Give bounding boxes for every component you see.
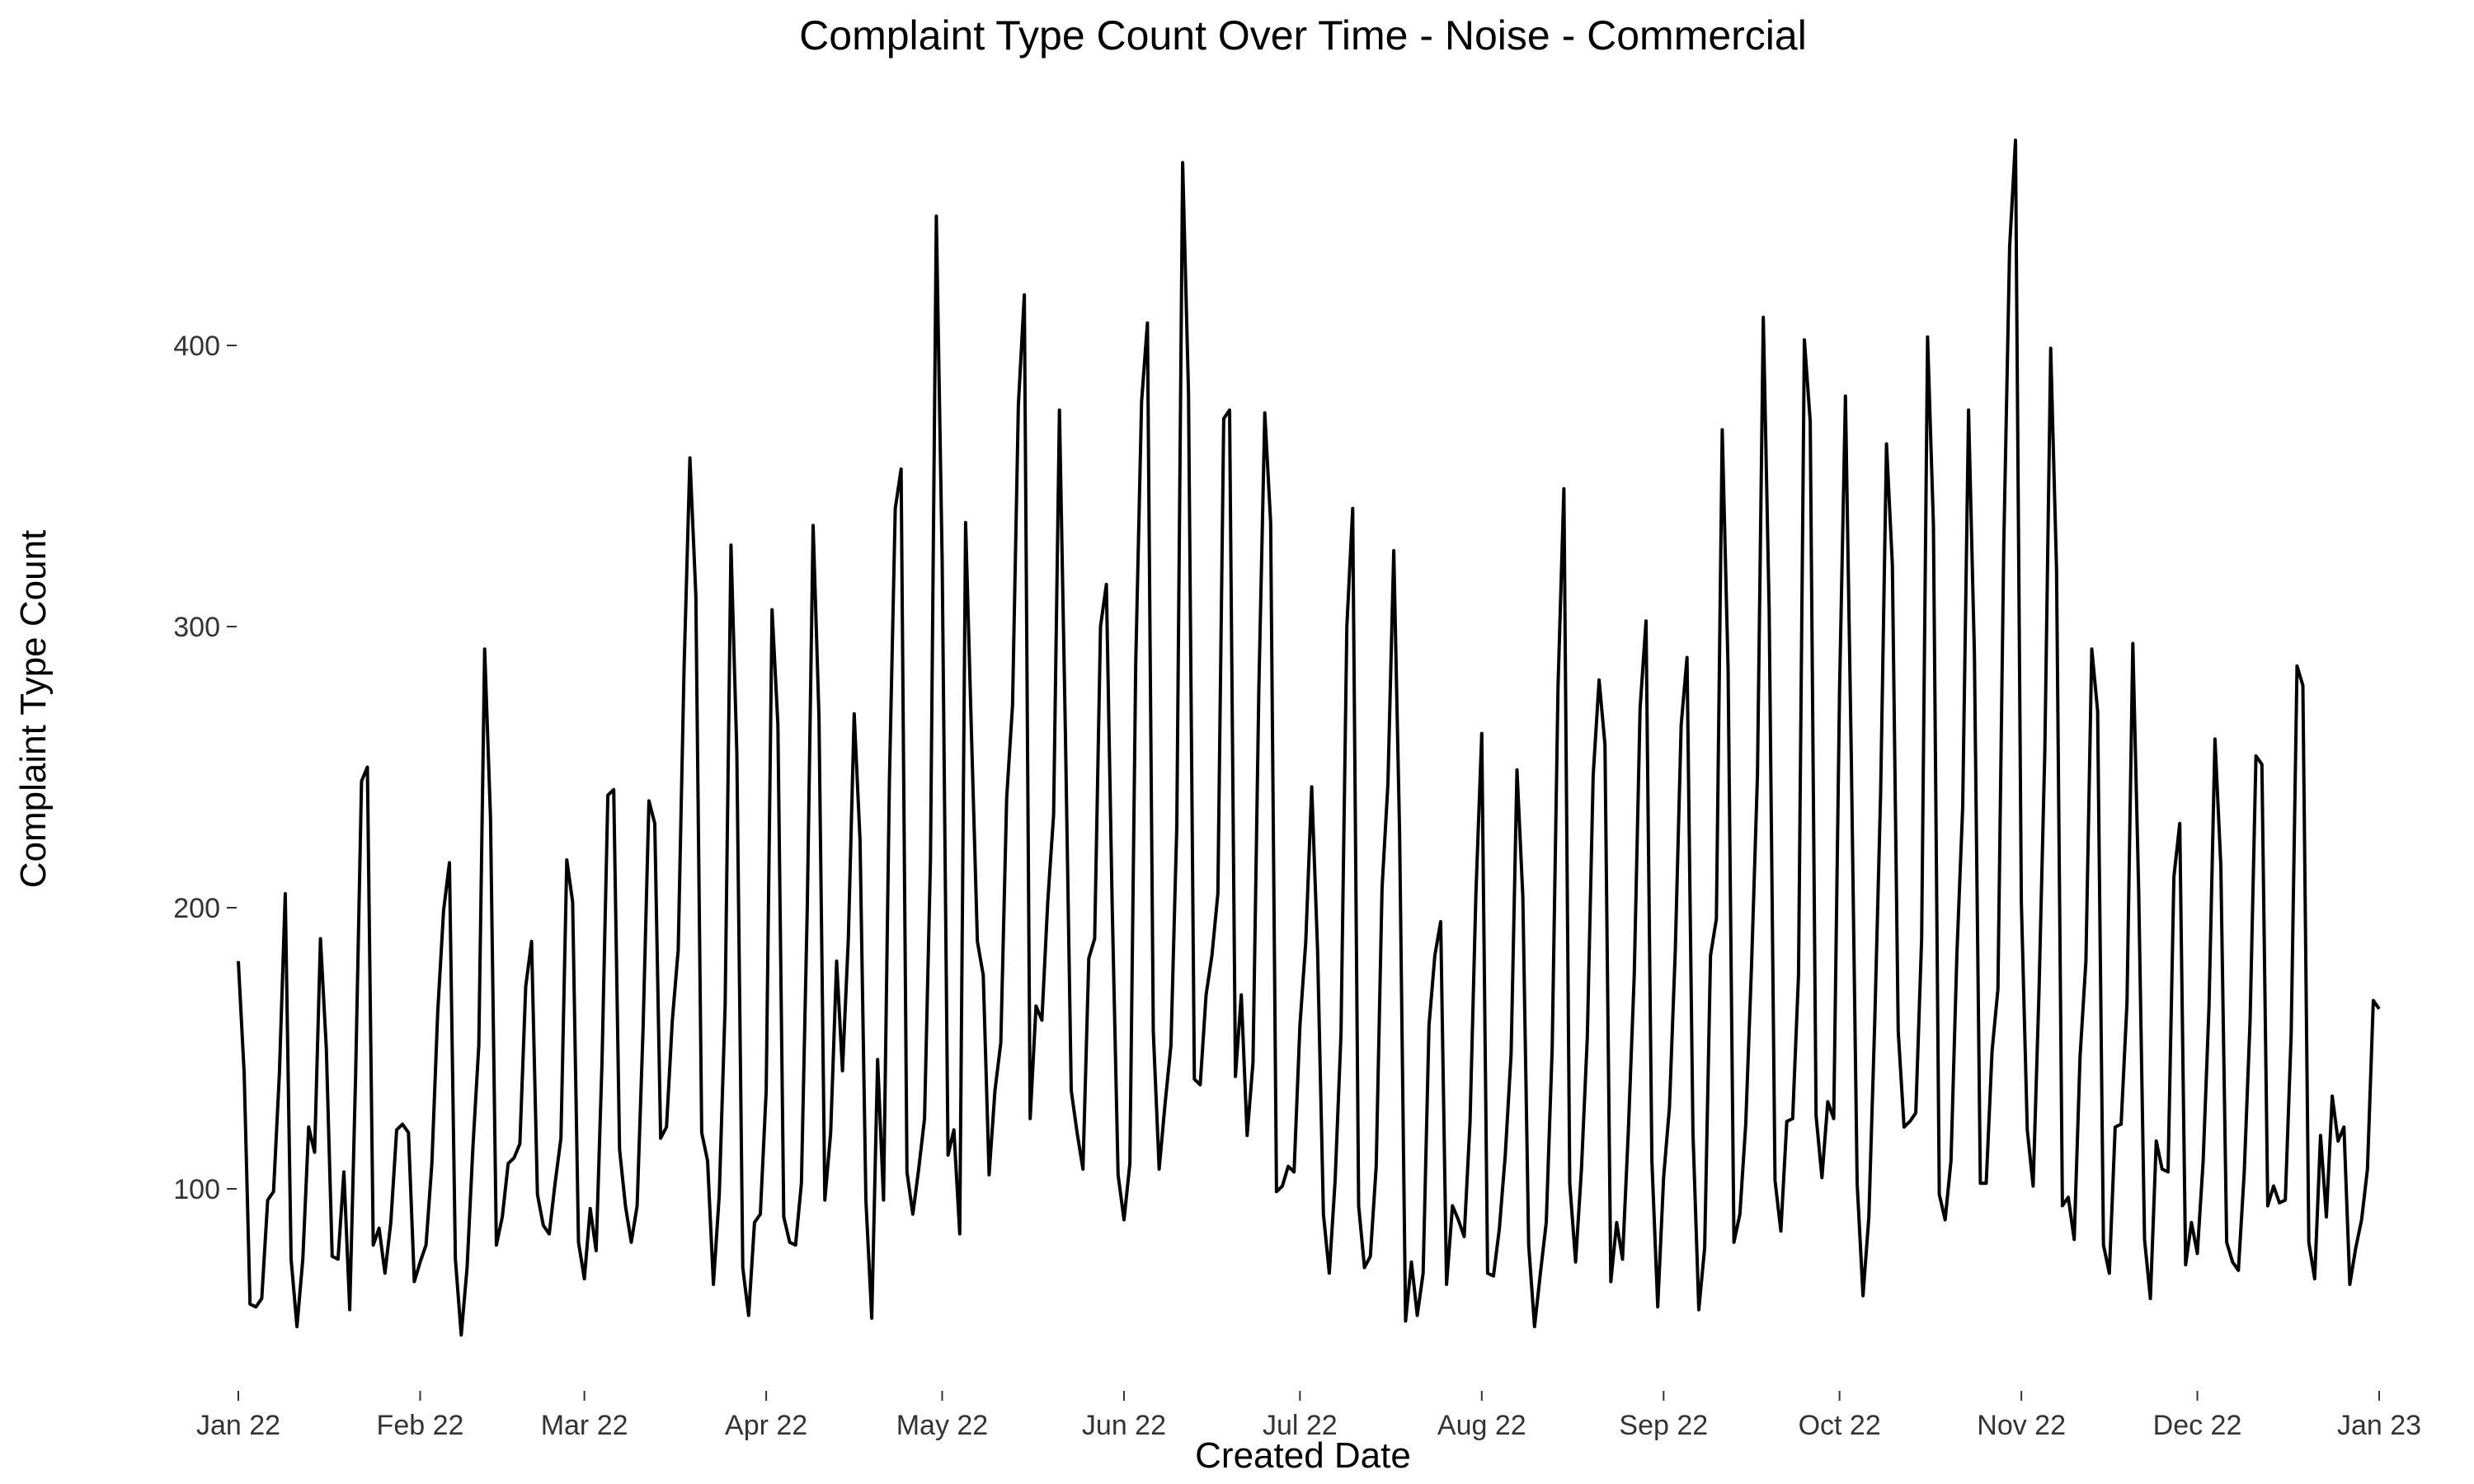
x-tick-label: Jun 22	[1082, 1410, 1166, 1441]
y-tick-label: 400	[173, 331, 220, 362]
x-tick-label: Feb 22	[377, 1410, 464, 1441]
y-tick-label: 300	[173, 612, 220, 643]
chart-title: Complaint Type Count Over Time - Noise -…	[799, 12, 1807, 59]
y-axis: 100 200 300 400	[173, 331, 237, 1205]
x-tick-label: Apr 22	[725, 1410, 807, 1441]
x-tick-label: Sep 22	[1619, 1410, 1708, 1441]
x-tick-label: Mar 22	[541, 1410, 628, 1441]
x-axis-label: Created Date	[1195, 1435, 1411, 1476]
x-axis: Jan 22 Feb 22 Mar 22 Apr 22 May 22 Jun 22 Jul …	[196, 1391, 2421, 1441]
y-tick-label: 100	[173, 1174, 220, 1205]
y-tick-label: 200	[173, 893, 220, 924]
x-tick-label: May 22	[896, 1410, 989, 1441]
x-tick-label: Jan 22	[196, 1410, 280, 1441]
x-tick-label: Jul 22	[1263, 1410, 1338, 1441]
series-line	[237, 139, 2381, 1337]
x-tick-label: Oct 22	[1799, 1410, 1881, 1441]
y-axis-label: Complaint Type Count	[13, 530, 54, 889]
x-tick-label: Aug 22	[1437, 1410, 1526, 1441]
x-tick-label: Nov 22	[1977, 1410, 2066, 1441]
x-tick-label: Dec 22	[2153, 1410, 2242, 1441]
x-tick-label: Jan 23	[2337, 1410, 2421, 1441]
